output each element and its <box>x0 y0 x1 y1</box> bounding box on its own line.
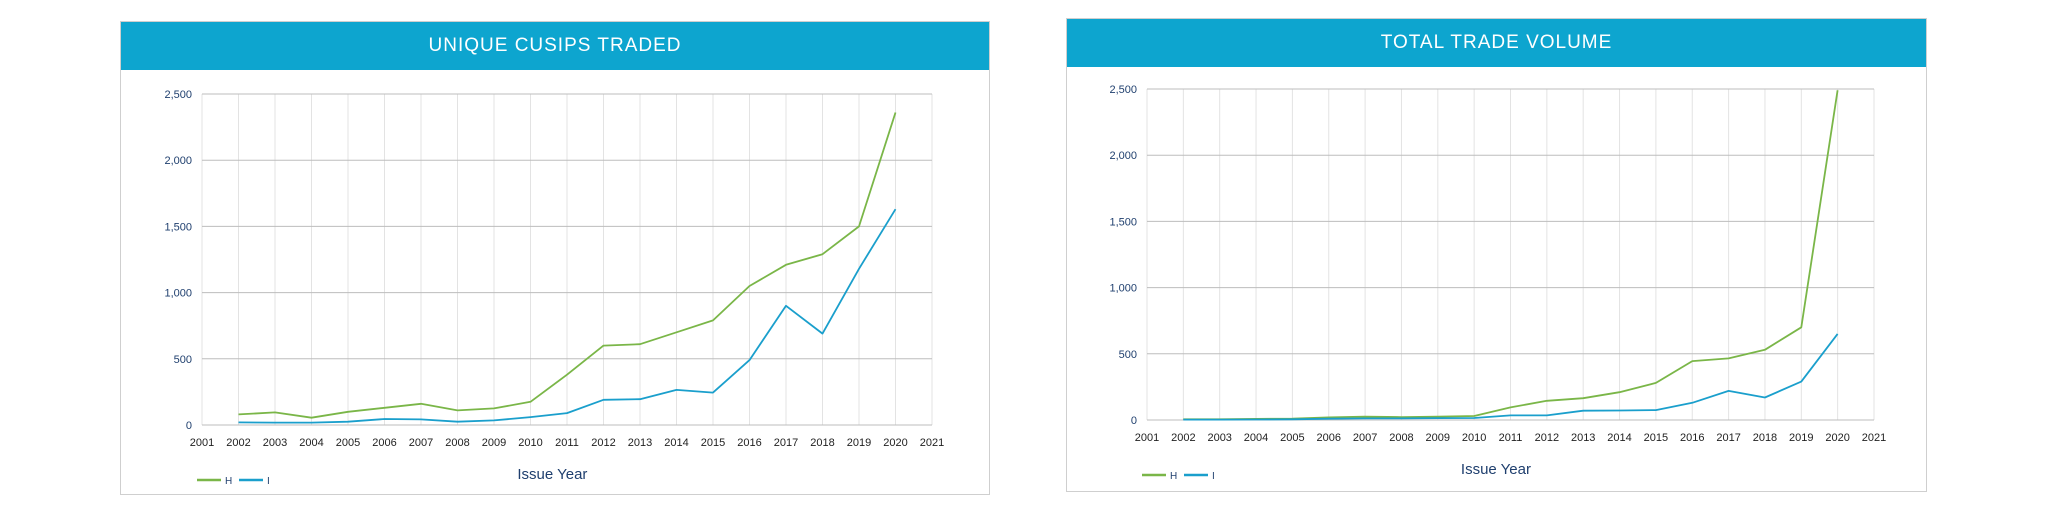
x-tick-label: 2013 <box>628 437 652 449</box>
x-tick-label: 2004 <box>1244 432 1268 444</box>
x-tick-label: 2006 <box>372 437 396 449</box>
legend-label-i: I <box>1212 471 1215 482</box>
x-tick-label: 2019 <box>1789 432 1813 444</box>
x-tick-label: 2014 <box>664 437 688 449</box>
x-tick-label: 2017 <box>1716 432 1740 444</box>
x-tick-label: 2005 <box>1280 432 1304 444</box>
x-tick-label: 2018 <box>810 437 834 449</box>
x-tick-label: 2011 <box>1499 432 1523 444</box>
x-tick-label: 2001 <box>190 437 214 449</box>
x-tick-label: 2003 <box>1207 432 1231 444</box>
x-tick-label: 2014 <box>1607 432 1631 444</box>
y-tick-label: 500 <box>174 354 192 366</box>
x-axis-title: Issue Year <box>517 466 587 483</box>
y-tick-label: 2,000 <box>164 155 192 167</box>
y-tick-label: 1,000 <box>1109 283 1137 295</box>
x-tick-label: 2012 <box>591 437 615 449</box>
x-tick-label: 2010 <box>518 437 542 449</box>
x-tick-label: 2021 <box>1862 432 1886 444</box>
x-tick-label: 2006 <box>1317 432 1341 444</box>
x-tick-label: 2008 <box>445 437 469 449</box>
y-tick-label: 2,000 <box>1109 150 1137 162</box>
x-tick-label: 2001 <box>1135 432 1159 444</box>
x-tick-label: 2015 <box>701 437 725 449</box>
x-tick-label: 2015 <box>1644 432 1668 444</box>
y-tick-label: 2,500 <box>1109 84 1137 96</box>
chart-panel-unique-cusips: UNIQUE CUSIPS TRADED 0 500 1,000 1,500 2,000… <box>120 21 990 495</box>
x-tick-label: 2021 <box>920 437 944 449</box>
x-tick-label: 2007 <box>1353 432 1377 444</box>
series-line-i <box>1183 333 1839 421</box>
x-tick-label: 2009 <box>1426 432 1450 444</box>
x-tick-label: 2020 <box>1825 432 1849 444</box>
x-tick-label: 2019 <box>847 437 871 449</box>
x-tick-label: 2016 <box>737 437 761 449</box>
x-tick-label: 2018 <box>1753 432 1777 444</box>
y-tick-label: 1,500 <box>1109 216 1137 228</box>
y-tick-label: 1,500 <box>164 221 192 233</box>
x-tick-label: 2008 <box>1389 432 1413 444</box>
x-axis-title: Issue Year <box>1461 461 1531 478</box>
x-tick-label: 2005 <box>336 437 360 449</box>
legend-label-h: H <box>225 476 232 487</box>
x-tick-label: 2003 <box>263 437 287 449</box>
series-line-i <box>238 208 897 424</box>
x-tick-label: 2012 <box>1535 432 1559 444</box>
chart-unique-cusips: 0 500 1,000 1,500 2,000 2,500 2001 2002 2003 2004… <box>164 89 944 487</box>
y-tick-label: 0 <box>186 420 192 432</box>
chart-panel-total-trade-volume: TOTAL TRADE VOLUME 0 500 1,000 1,500 2,000 2,… <box>1066 18 1927 492</box>
x-tick-label: 2007 <box>409 437 433 449</box>
y-tick-label: 1,000 <box>164 288 192 300</box>
x-tick-label: 2009 <box>482 437 506 449</box>
x-tick-label: 2002 <box>226 437 250 449</box>
x-tick-label: 2002 <box>1171 432 1195 444</box>
series-line-h <box>238 112 897 419</box>
legend-label-i: I <box>267 476 270 487</box>
x-tick-label: 2016 <box>1680 432 1704 444</box>
x-tick-label: 2013 <box>1571 432 1595 444</box>
x-tick-label: 2010 <box>1462 432 1486 444</box>
y-tick-label: 0 <box>1131 415 1137 427</box>
chart-title: UNIQUE CUSIPS TRADED <box>121 22 989 70</box>
chart-total-trade-volume: 0 500 1,000 1,500 2,000 2,500 2001 2002 2003 2004… <box>1109 84 1886 482</box>
x-tick-label: 2020 <box>883 437 907 449</box>
y-tick-label: 500 <box>1119 349 1137 361</box>
x-tick-label: 2004 <box>299 437 323 449</box>
x-tick-label: 2017 <box>774 437 798 449</box>
legend-label-h: H <box>1170 471 1177 482</box>
chart-title: TOTAL TRADE VOLUME <box>1067 19 1926 67</box>
y-tick-label: 2,500 <box>164 89 192 101</box>
x-tick-label: 2011 <box>555 437 579 449</box>
